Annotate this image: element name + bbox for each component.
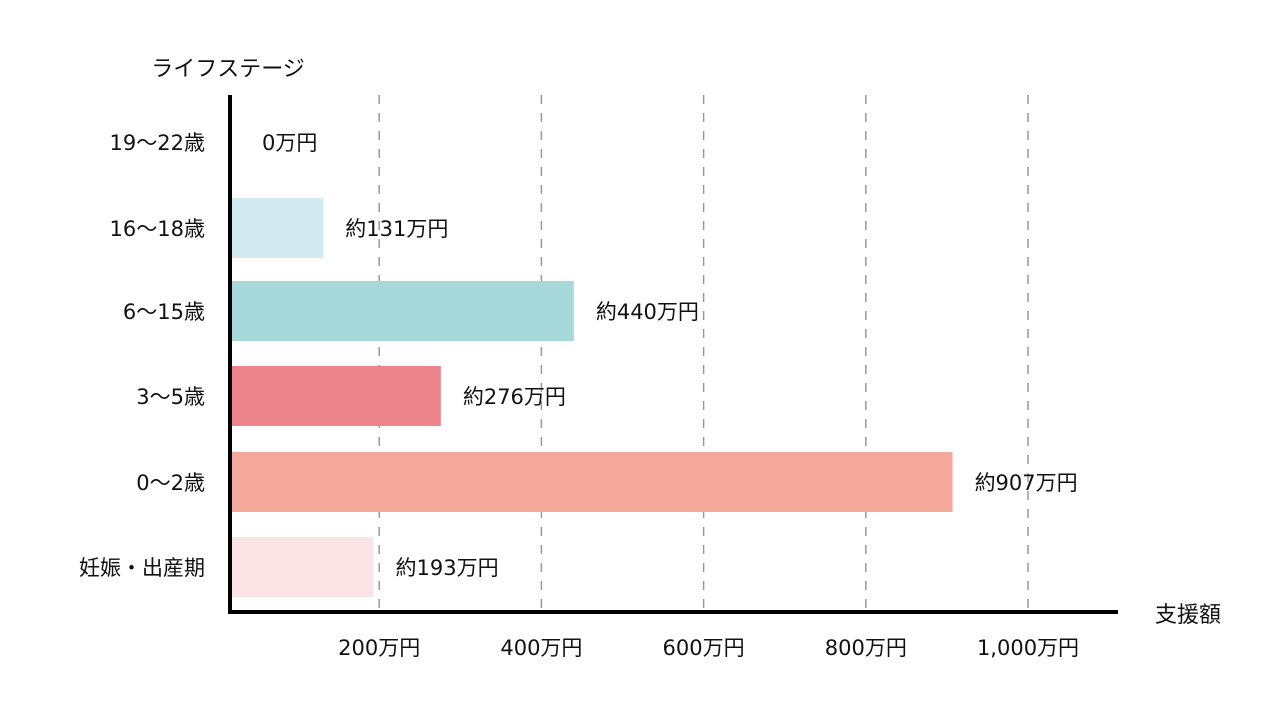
x-tick-label: 200万円 bbox=[338, 636, 420, 660]
x-tick-label: 600万円 bbox=[663, 636, 745, 660]
bar bbox=[230, 281, 574, 341]
y-tick-label: 6〜15歳 bbox=[123, 300, 205, 324]
bar bbox=[230, 537, 374, 597]
x-tick-label: 1,000万円 bbox=[977, 636, 1079, 660]
bar bbox=[230, 452, 953, 512]
data-label: 約193万円 bbox=[396, 556, 499, 580]
y-tick-label: 19〜22歳 bbox=[110, 131, 205, 155]
y-axis-title: ライフステージ bbox=[151, 57, 305, 82]
x-axis-title: 支援額 bbox=[1155, 603, 1221, 628]
y-tick-label: 0〜2歳 bbox=[136, 471, 205, 495]
x-tick-label: 800万円 bbox=[825, 636, 907, 660]
y-tick-label: 3〜5歳 bbox=[136, 385, 205, 409]
bar bbox=[230, 198, 324, 258]
y-tick-label: 妊娠・出産期 bbox=[79, 556, 205, 580]
data-label: 約440万円 bbox=[596, 300, 699, 324]
bar bbox=[230, 366, 441, 426]
data-label: 0万円 bbox=[262, 131, 317, 155]
data-label: 約907万円 bbox=[975, 471, 1078, 495]
data-label: 約276万円 bbox=[463, 385, 566, 409]
x-tick-label: 400万円 bbox=[500, 636, 582, 660]
y-tick-label: 16〜18歳 bbox=[110, 217, 205, 241]
data-label: 約131万円 bbox=[345, 217, 448, 241]
